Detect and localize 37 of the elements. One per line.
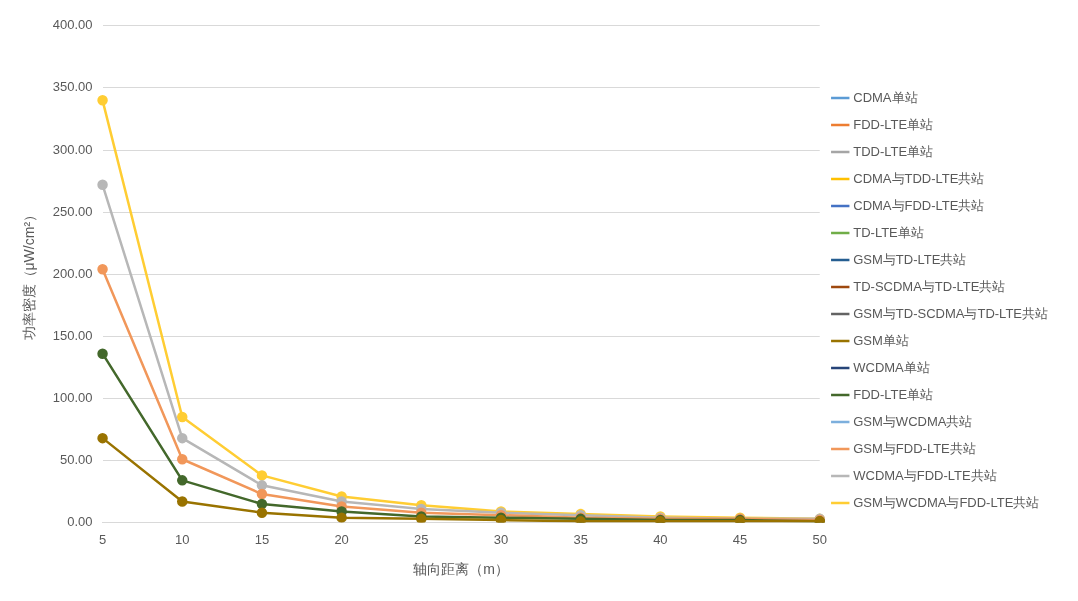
legend-label: GSM与WCDMA与FDD-LTE共站	[853, 494, 1040, 510]
x-tick-label: 40	[653, 531, 668, 547]
y-tick-label: 350.00	[52, 79, 93, 95]
x-tick-label: 30	[493, 531, 509, 547]
x-tick-label: 15	[254, 531, 270, 547]
x-tick-label: 20	[334, 531, 349, 547]
x-tick-label: 5	[98, 531, 107, 547]
legend-label: CDMA与FDD-LTE共站	[853, 197, 985, 213]
legend-label: TD-LTE单站	[853, 224, 924, 240]
y-tick-label: 0.00	[67, 514, 93, 530]
legend-label: WCDMA单站	[853, 359, 930, 375]
legend-label: FDD-LTE单站	[853, 386, 934, 402]
y-tick-label: 400.00	[52, 17, 93, 33]
legend-label: TDD-LTE单站	[853, 143, 934, 159]
x-tick-label: 10	[175, 531, 190, 547]
legend-label: GSM单站	[853, 332, 909, 348]
y-tick-label: 300.00	[52, 141, 93, 157]
y-tick-label: 150.00	[52, 327, 93, 343]
x-axis-title: 轴向距离（m）	[413, 561, 509, 578]
legend-label: GSM与WCDMA共站	[853, 413, 973, 429]
legend-label: CDMA与TDD-LTE共站	[853, 170, 985, 186]
y-tick-label: 50.00	[60, 452, 93, 468]
legend-label: FDD-LTE单站	[853, 116, 934, 132]
y-tick-label: 100.00	[52, 389, 93, 405]
legend-label: GSM与FDD-LTE共站	[853, 440, 976, 456]
legend-label: CDMA单站	[853, 89, 918, 105]
x-tick-label: 35	[573, 531, 588, 547]
x-tick-label: 45	[732, 531, 748, 547]
y-tick-label: 250.00	[52, 203, 93, 219]
legend-label: WCDMA与FDD-LTE共站	[853, 467, 997, 483]
y-tick-label: 200.00	[52, 265, 93, 281]
legend-label: TD-SCDMA与TD-LTE共站	[853, 278, 1006, 294]
legend-label: GSM与TD-SCDMA与TD-LTE共站	[853, 305, 1049, 321]
legend-label: GSM与TD-LTE共站	[853, 251, 967, 267]
x-tick-label: 25	[414, 531, 429, 547]
x-tick-label: 50	[812, 531, 827, 547]
y-axis-title: 功率密度（μW/cm²）	[21, 207, 38, 341]
